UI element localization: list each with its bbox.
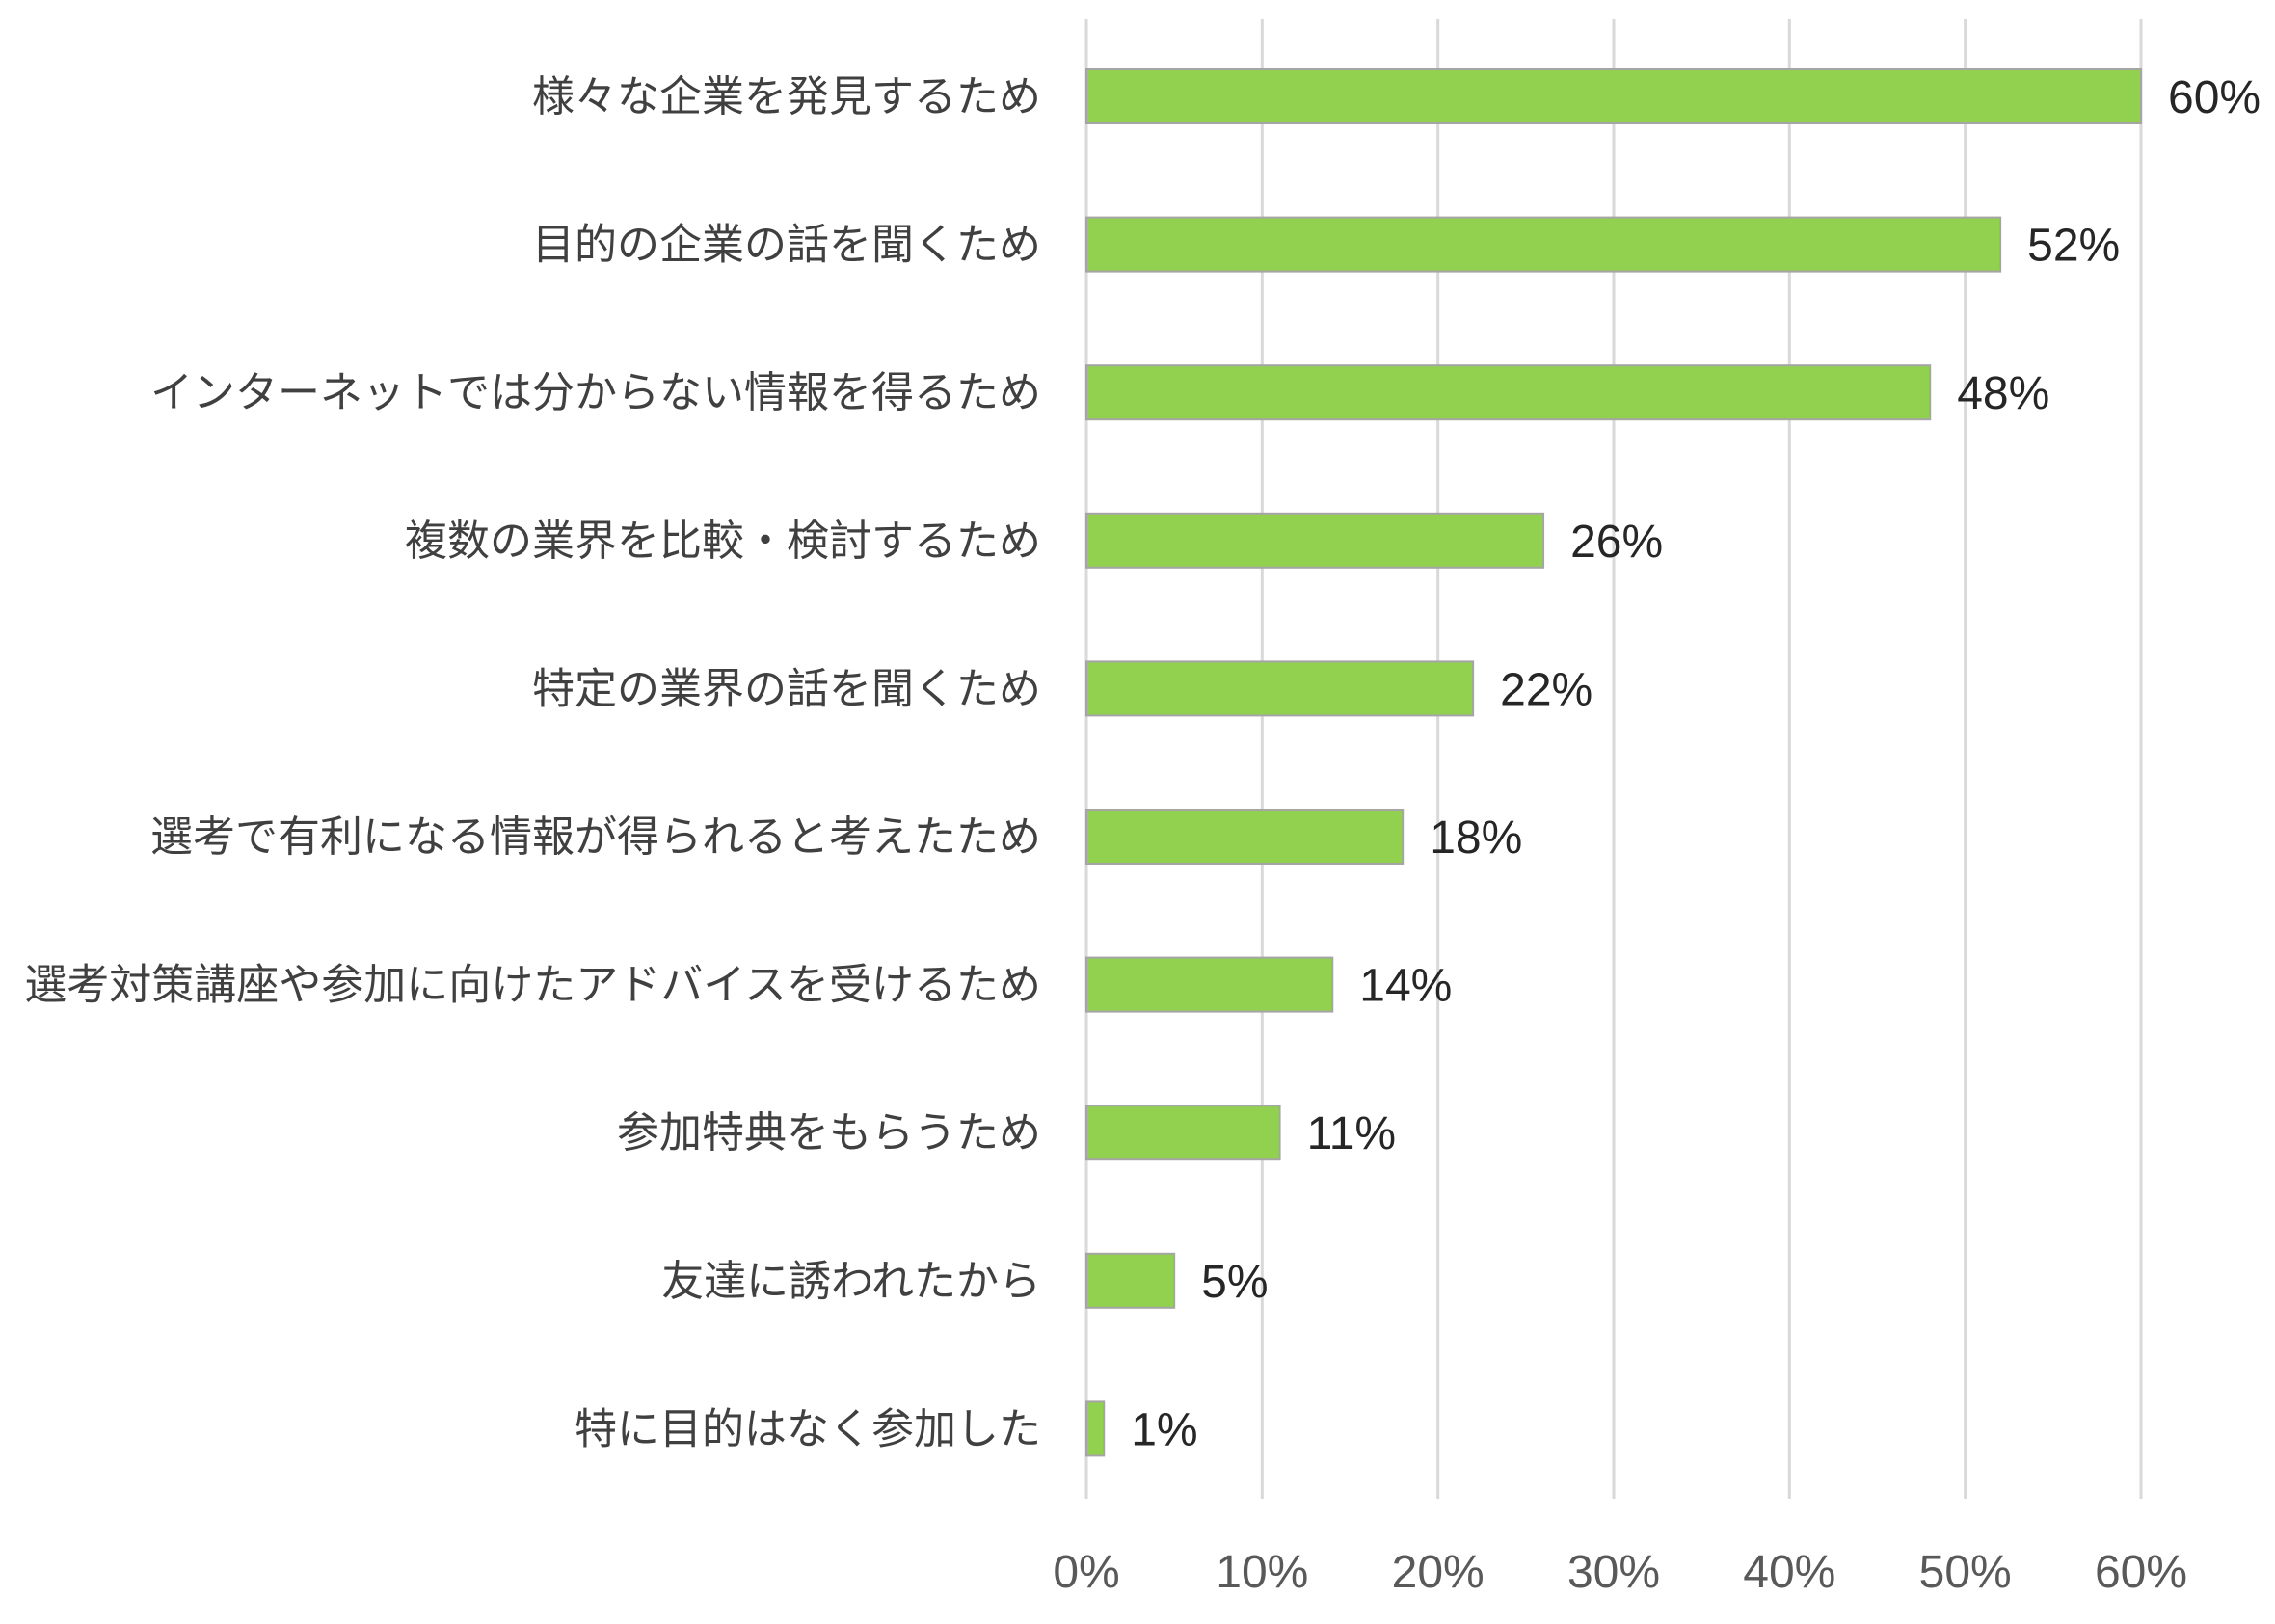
x-tick-label: 60%: [2095, 1547, 2187, 1598]
data-label: 5%: [1201, 1257, 1268, 1308]
data-labels: 60% 52% 48% 26% 22% 18% 14% 11% 5% 1%: [1131, 72, 2261, 1455]
category-label: 友達に誘われたから: [661, 1257, 1041, 1306]
x-tick-label: 50%: [1919, 1547, 2012, 1598]
category-label: 選考対策講座や参加に向けたアドバイスを受けるため: [24, 961, 1041, 1010]
category-label: インターネットでは分からない情報を得るため: [150, 368, 1041, 417]
category-label: 特定の業界の話を聞くため: [532, 664, 1041, 713]
data-label: 18%: [1430, 812, 1522, 864]
category-label: 特に目的はなく参加した: [575, 1404, 1041, 1453]
bar: [1085, 364, 1932, 421]
category-label: 複数の業界を比較・検討するため: [405, 517, 1041, 566]
bar: [1085, 809, 1405, 865]
bars: [1085, 68, 2142, 1457]
category-label: 参加特典をもらうため: [617, 1108, 1041, 1158]
x-tick-label: 30%: [1567, 1547, 1660, 1598]
data-label: 52%: [2027, 221, 2120, 272]
data-label: 48%: [1957, 368, 2049, 419]
data-label: 1%: [1131, 1404, 1197, 1455]
data-label: 14%: [1359, 961, 1452, 1012]
x-axis-tick-labels: 0% 10% 20% 30% 40% 50% 60%: [1053, 1547, 2187, 1598]
x-tick-label: 20%: [1392, 1547, 1485, 1598]
bar: [1085, 660, 1475, 717]
data-label: 22%: [1500, 664, 1592, 715]
category-labels: 様々な企業を発見するため目的の企業の話を聞くためインターネットでは分からない情報…: [24, 72, 1041, 1453]
data-label: 26%: [1570, 517, 1663, 568]
data-label: 60%: [2168, 72, 2261, 123]
category-label: 様々な企業を発見するため: [532, 72, 1041, 121]
category-label: 目的の企業の話を聞くため: [532, 221, 1041, 270]
x-tick-label: 40%: [1743, 1547, 1835, 1598]
bar: [1085, 68, 2142, 124]
bar: [1085, 1400, 1106, 1457]
bar: [1085, 1252, 1176, 1309]
x-tick-label: 0%: [1053, 1547, 1119, 1598]
x-tick-label: 10%: [1216, 1547, 1308, 1598]
bar: [1085, 512, 1545, 569]
data-label: 11%: [1307, 1108, 1397, 1159]
bar: [1085, 216, 2002, 273]
category-label: 選考で有利になる情報が得られると考えたため: [150, 812, 1041, 862]
bar: [1085, 1105, 1281, 1161]
bar: [1085, 956, 1334, 1013]
